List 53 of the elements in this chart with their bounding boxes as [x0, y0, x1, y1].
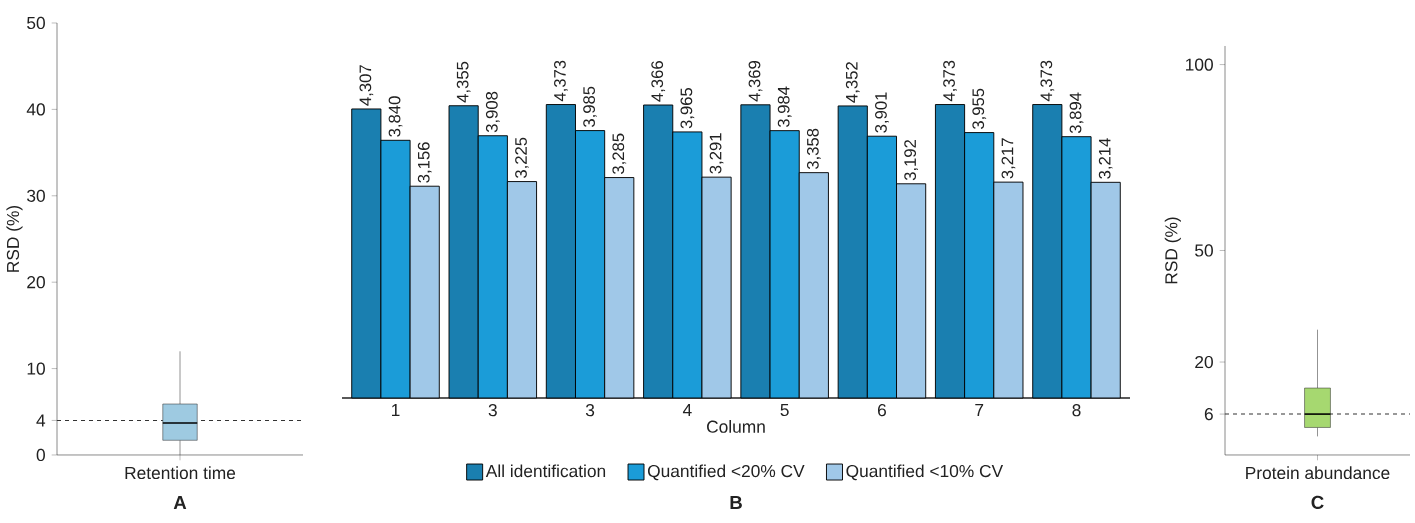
data-label: 3,192 [904, 140, 918, 181]
y-tick-label: 50 [1195, 244, 1213, 257]
legend-label: All identification [485, 464, 606, 478]
data-label: 3,985 [583, 86, 597, 128]
x-axis-title: Column [707, 420, 765, 433]
x-tick-label: 1 [392, 404, 400, 416]
y-tick-label: 20 [27, 276, 45, 289]
data-label: 3,291 [709, 133, 724, 174]
data-label: 3,225 [515, 137, 529, 179]
x-tick-label: 5 [780, 404, 789, 417]
data-label: 3,156 [417, 142, 432, 183]
data-label: 3,217 [1001, 138, 1016, 179]
y-axis-title: RSD (%) [6, 205, 23, 272]
data-label: 4,307 [359, 65, 374, 106]
data-label: 4,373 [554, 60, 568, 102]
text: B [730, 496, 742, 509]
data-label: 4,366 [651, 61, 666, 102]
data-label: 3,908 [485, 91, 500, 133]
data-label: 3,984 [777, 86, 792, 128]
x-tick-label: 8 [1072, 404, 1081, 417]
data-label: 4,355 [456, 61, 471, 103]
data-label: 3,955 [972, 88, 987, 130]
y-tick-label: 20 [1195, 355, 1213, 369]
data-label: 3,965 [680, 87, 695, 129]
y-axis-title: RSD (%) [1164, 217, 1181, 284]
legend-label: Quantified <20% CV [647, 464, 805, 481]
data-label: 3,840 [388, 96, 403, 137]
y-tick-label: 40 [26, 103, 45, 116]
x-tick-label: 3 [488, 404, 497, 417]
data-label: 3,901 [875, 92, 889, 133]
data-label: 3,214 [1098, 138, 1113, 179]
y-tick-label: 30 [27, 189, 45, 202]
data-label: 3,894 [1069, 92, 1084, 134]
y-tick-label: 10 [27, 362, 45, 375]
data-label: 3,358 [806, 128, 821, 170]
x-tick-label: 6 [877, 404, 886, 417]
data-label: 3,285 [612, 133, 627, 174]
y-tick-label: 0 [36, 448, 45, 462]
data-label: 4,373 [1040, 60, 1055, 102]
text: C [1311, 495, 1324, 509]
x-tick-label: 4 [682, 404, 692, 416]
data-label: 4,352 [845, 62, 860, 103]
legend-label: Quantified <10% CV [846, 464, 1004, 481]
y-tick-label: 100 [1186, 58, 1213, 71]
data-label: 4,373 [943, 60, 957, 102]
x-tick-label: Retention time [125, 466, 236, 480]
y-tick-label: 4 [36, 414, 46, 427]
x-tick-label: 3 [585, 404, 595, 417]
data-label: 4,369 [748, 60, 763, 102]
x-tick-label: Protein abundance [1246, 466, 1390, 480]
x-tick-label: 7 [975, 404, 984, 416]
text: A [173, 496, 187, 509]
y-tick-label: 50 [27, 16, 45, 30]
